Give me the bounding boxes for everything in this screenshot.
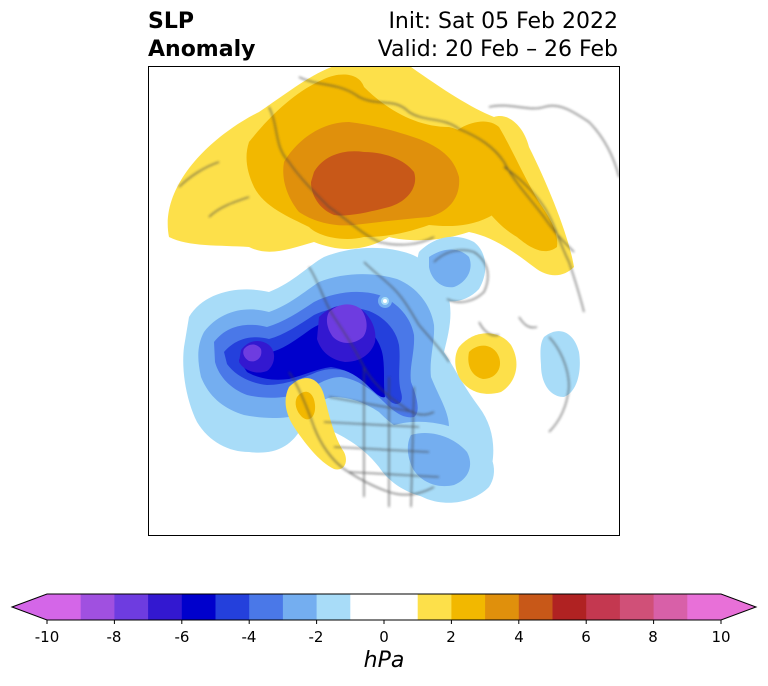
colorbar-tick-label: 6 xyxy=(581,628,591,646)
colorbar-bin xyxy=(653,594,688,620)
colorbar-bin xyxy=(114,594,149,620)
colorbar-units-label: hPa xyxy=(363,648,405,673)
date-title: Init: Sat 05 Feb 2022 Valid: 20 Feb – 26… xyxy=(378,8,618,64)
valid-date-label: Valid: 20 Feb – 26 Feb xyxy=(377,37,618,62)
colorbar-bin xyxy=(485,594,520,620)
colorbar-bin xyxy=(282,594,318,620)
colorbar-bin xyxy=(181,594,216,620)
colorbar-bin xyxy=(249,594,284,620)
variable-title: SLP Anomaly xyxy=(148,8,255,64)
negative-anomaly-greenland xyxy=(417,236,486,302)
colorbar-tick-label: -10 xyxy=(34,628,60,646)
variable-title-line1: SLP xyxy=(148,9,194,34)
colorbar-bin xyxy=(350,594,419,620)
colorbar-tick-label: -4 xyxy=(241,628,257,646)
colorbar xyxy=(10,590,758,628)
negative-anomaly-east-atlantic xyxy=(540,331,580,397)
variable-title-line2: Anomaly xyxy=(148,37,256,62)
colorbar-bin xyxy=(47,594,82,620)
colorbar-tick-label: 4 xyxy=(514,628,524,646)
colorbar-tick-label: -8 xyxy=(106,628,122,646)
colorbar-bin xyxy=(148,594,183,620)
colorbar-bin xyxy=(316,594,351,620)
map-canvas xyxy=(167,67,619,508)
colorbar-bin xyxy=(417,594,452,620)
colorbar-tick-label: 0 xyxy=(379,628,389,646)
slp-anomaly-map xyxy=(148,66,620,536)
colorbar-svg xyxy=(10,593,758,624)
colorbar-bin xyxy=(80,594,115,620)
init-date-label: Init: Sat 05 Feb 2022 xyxy=(388,9,618,34)
positive-anomaly-north-atlantic xyxy=(455,333,517,394)
negative-anomaly-north-america xyxy=(183,247,494,501)
colorbar-tick-label: -2 xyxy=(308,628,324,646)
colorbar-bin xyxy=(552,594,587,620)
colorbar-bin xyxy=(619,594,655,620)
positive-anomaly-siberia xyxy=(167,67,574,276)
colorbar-bin xyxy=(586,594,621,620)
colorbar-bin xyxy=(518,594,553,620)
colorbar-under-arrow xyxy=(12,594,47,620)
colorbar-tick-label: 2 xyxy=(446,628,456,646)
colorbar-bin xyxy=(687,594,722,620)
coastlines xyxy=(178,76,619,508)
colorbar-bin xyxy=(451,594,486,620)
colorbar-tick-label: 8 xyxy=(648,628,658,646)
colorbar-tick-label: 10 xyxy=(711,628,731,646)
colorbar-tick-label: -6 xyxy=(174,628,190,646)
colorbar-bin xyxy=(215,594,250,620)
colorbar-over-arrow xyxy=(721,594,756,620)
